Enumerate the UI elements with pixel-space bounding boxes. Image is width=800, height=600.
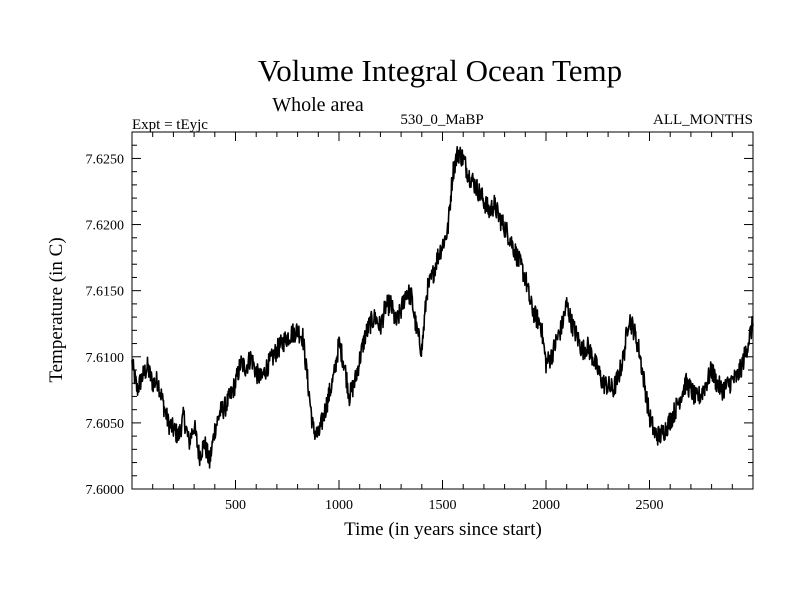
period-label: 530_0_MaBP: [400, 112, 483, 128]
x-axis-label: Time (in years since start): [344, 519, 542, 540]
series-line: [131, 146, 754, 469]
y-tick-label: 7.6150: [86, 285, 125, 300]
y-tick-label: 7.6250: [86, 152, 125, 167]
y-axis-label: Temperature (in C): [46, 237, 67, 382]
y-tick-label: 7.6100: [86, 351, 125, 366]
series-layer: [131, 146, 754, 469]
y-tick-label: 7.6000: [86, 483, 125, 498]
chart-title: Volume Integral Ocean Temp: [258, 53, 622, 88]
x-tick-label: 1000: [325, 498, 353, 513]
months-label: ALL_MONTHS: [653, 112, 753, 128]
experiment-label: Expt = tEyjc: [132, 117, 208, 133]
x-tick-label: 1500: [429, 498, 457, 513]
x-tick-label: 500: [225, 498, 246, 513]
x-tick-label: 2500: [636, 498, 664, 513]
x-tick-label: 2000: [532, 498, 560, 513]
x-axis: 500 1000 1500 2000 2500: [152, 132, 733, 513]
chart-subtitle: Whole area: [272, 94, 364, 116]
y-tick-label: 7.6200: [86, 219, 125, 234]
y-axis: 7.6000 7.6050 7.6100 7.6150 7.6200 7.6250: [86, 144, 753, 498]
y-tick-label: 7.6050: [86, 417, 125, 432]
